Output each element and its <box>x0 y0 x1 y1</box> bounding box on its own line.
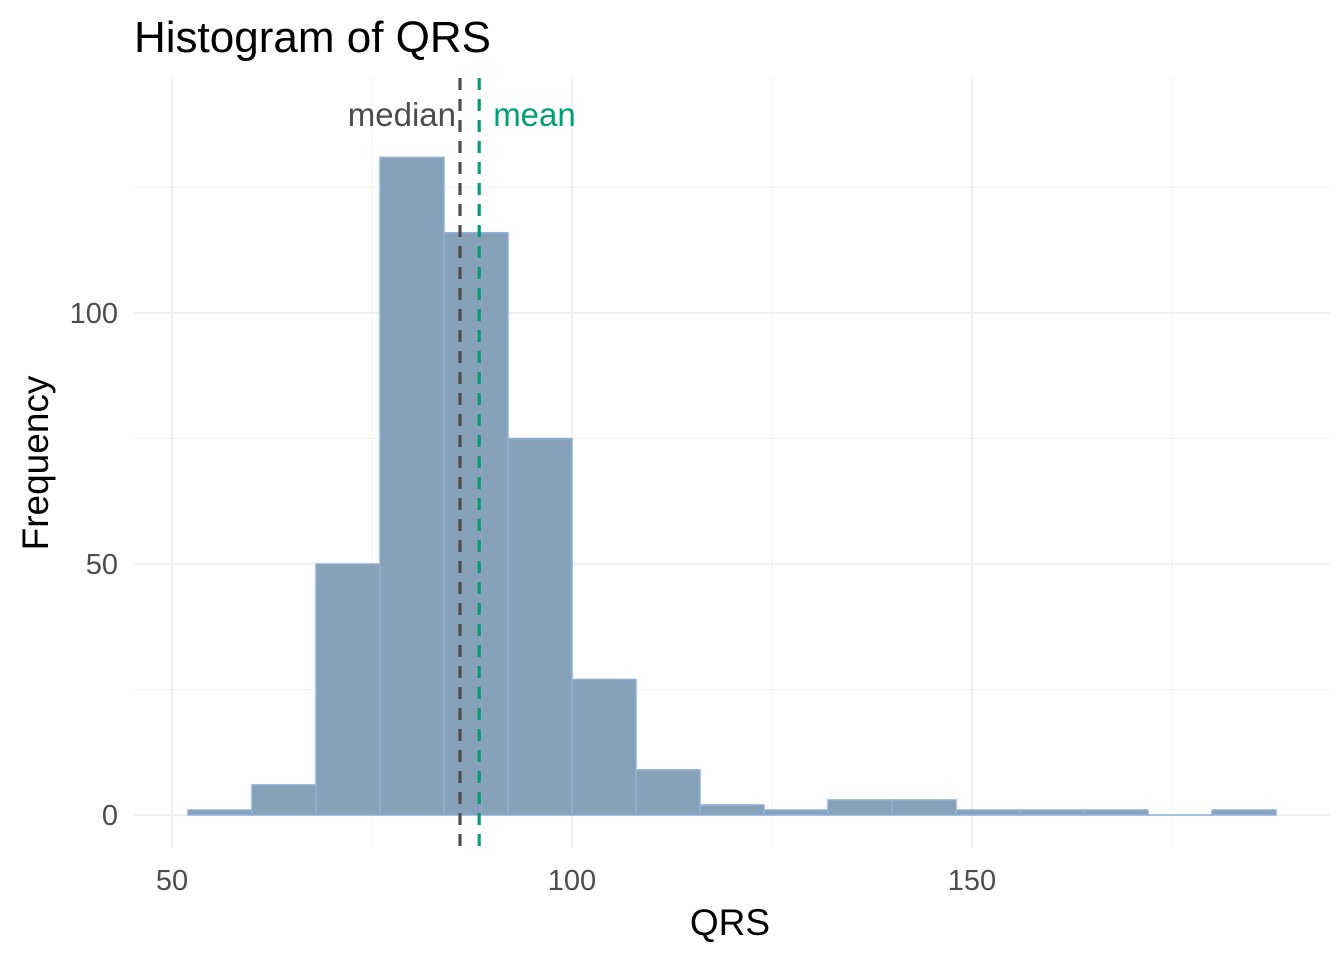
x-tick-label: 50 <box>156 865 188 897</box>
histogram-bar <box>315 563 381 816</box>
x-axis-title: QRS <box>690 902 770 943</box>
histogram-bar <box>635 769 701 816</box>
chart-title: Histogram of QRS <box>134 13 491 62</box>
x-tick-label: 100 <box>548 865 596 897</box>
x-tick-label: 150 <box>948 865 996 897</box>
histogram-bar <box>187 809 253 816</box>
y-axis-title: Frequency <box>15 375 56 550</box>
histogram-bar <box>1019 809 1085 816</box>
y-tick-label: 0 <box>102 800 118 832</box>
histogram-bar <box>379 156 445 816</box>
median-label: median <box>348 96 456 133</box>
grid <box>134 78 1330 848</box>
histogram-bar <box>443 231 509 816</box>
histogram-bar <box>251 784 317 816</box>
reference-lines: median mean <box>348 78 576 848</box>
histogram-bar <box>827 799 893 816</box>
bars <box>187 156 1277 816</box>
mean-label: mean <box>493 96 576 133</box>
y-tick-label: 50 <box>86 549 118 581</box>
histogram-bar <box>1083 809 1149 816</box>
histogram-bar <box>571 678 637 816</box>
histogram-bar <box>699 804 765 816</box>
histogram-bar <box>1211 809 1277 816</box>
histogram-bar <box>507 437 573 816</box>
histogram-bar <box>891 799 957 816</box>
tick-labels: 50 100 150 0 50 100 <box>70 298 997 897</box>
histogram-bar <box>763 809 829 816</box>
histogram-bar <box>955 809 1021 816</box>
y-tick-label: 100 <box>70 298 118 330</box>
